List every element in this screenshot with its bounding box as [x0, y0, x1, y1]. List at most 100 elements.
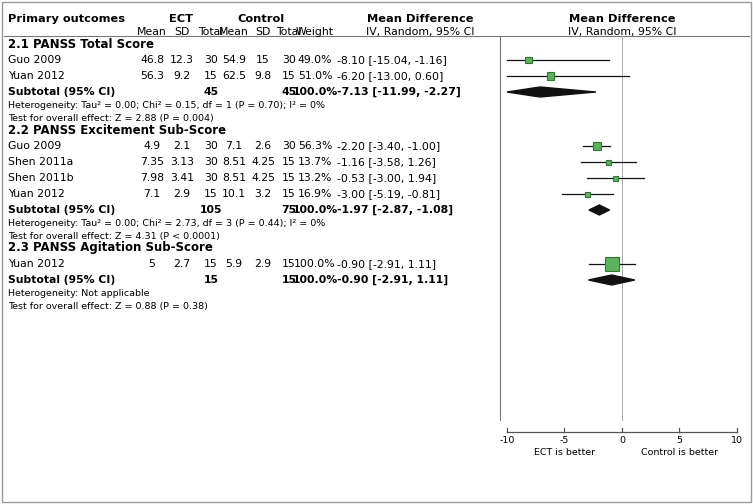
Text: 100.0%: 100.0%: [292, 205, 337, 215]
Text: 5.9: 5.9: [225, 259, 242, 269]
Text: 4.25: 4.25: [251, 157, 275, 167]
Text: 9.8: 9.8: [255, 71, 272, 81]
Text: Heterogeneity: Tau² = 0.00; Chi² = 0.15, df = 1 (P = 0.70); I² = 0%: Heterogeneity: Tau² = 0.00; Chi² = 0.15,…: [8, 101, 325, 110]
Text: 15: 15: [203, 275, 218, 285]
Text: 7.35: 7.35: [140, 157, 164, 167]
Text: 2.7: 2.7: [173, 259, 191, 269]
Text: 7.98: 7.98: [140, 173, 164, 183]
Text: 0: 0: [619, 436, 625, 445]
Text: 15: 15: [282, 275, 297, 285]
Text: 2.2 PANSS Excitement Sub-Score: 2.2 PANSS Excitement Sub-Score: [8, 123, 226, 137]
Text: Yuan 2012: Yuan 2012: [8, 189, 65, 199]
Text: Test for overall effect: Z = 2.88 (P = 0.004): Test for overall effect: Z = 2.88 (P = 0…: [8, 113, 214, 122]
Bar: [547, 73, 554, 80]
Text: 15: 15: [282, 173, 296, 183]
Text: 5: 5: [148, 259, 155, 269]
Text: Mean: Mean: [137, 27, 167, 37]
Text: 2.1: 2.1: [173, 141, 191, 151]
Text: 15: 15: [282, 259, 296, 269]
Text: 7.1: 7.1: [225, 141, 242, 151]
Text: Subtotal (95% CI): Subtotal (95% CI): [8, 275, 115, 285]
Text: 12.3: 12.3: [170, 55, 194, 65]
Text: 2.9: 2.9: [255, 259, 272, 269]
Text: Mean Difference: Mean Difference: [569, 14, 675, 24]
Bar: [605, 257, 619, 271]
Text: 45: 45: [282, 87, 297, 97]
Text: -10: -10: [499, 436, 515, 445]
Text: SD: SD: [255, 27, 270, 37]
Text: 15: 15: [204, 189, 218, 199]
Text: 4.25: 4.25: [251, 173, 275, 183]
Text: -5: -5: [559, 436, 569, 445]
Text: -6.20 [-13.00, 0.60]: -6.20 [-13.00, 0.60]: [337, 71, 444, 81]
Bar: [606, 159, 611, 164]
Text: 13.2%: 13.2%: [298, 173, 332, 183]
Text: Shen 2011a: Shen 2011a: [8, 157, 73, 167]
Text: Guo 2009: Guo 2009: [8, 55, 61, 65]
Bar: [614, 175, 618, 180]
Text: Yuan 2012: Yuan 2012: [8, 71, 65, 81]
Text: -7.13 [-11.99, -2.27]: -7.13 [-11.99, -2.27]: [337, 87, 461, 97]
Text: 30: 30: [204, 141, 218, 151]
Text: 54.9: 54.9: [222, 55, 246, 65]
Polygon shape: [589, 205, 610, 215]
Text: Heterogeneity: Not applicable: Heterogeneity: Not applicable: [8, 289, 150, 298]
Text: 3.2: 3.2: [255, 189, 272, 199]
Text: 3.41: 3.41: [170, 173, 194, 183]
Text: 3.13: 3.13: [170, 157, 194, 167]
Text: 16.9%: 16.9%: [298, 189, 332, 199]
Text: 105: 105: [200, 205, 222, 215]
Text: Test for overall effect: Z = 0.88 (P = 0.38): Test for overall effect: Z = 0.88 (P = 0…: [8, 301, 208, 310]
Text: IV, Random, 95% CI: IV, Random, 95% CI: [366, 27, 474, 37]
Text: Primary outcomes: Primary outcomes: [8, 14, 125, 24]
Text: 100.0%: 100.0%: [292, 275, 337, 285]
Text: 30: 30: [204, 55, 218, 65]
Text: 56.3%: 56.3%: [298, 141, 332, 151]
Text: Subtotal (95% CI): Subtotal (95% CI): [8, 87, 115, 97]
Text: -1.97 [-2.87, -1.08]: -1.97 [-2.87, -1.08]: [337, 205, 453, 215]
Text: 10: 10: [731, 436, 743, 445]
Text: 15: 15: [204, 71, 218, 81]
Text: 46.8: 46.8: [140, 55, 164, 65]
Text: 2.9: 2.9: [173, 189, 191, 199]
Text: 51.0%: 51.0%: [297, 71, 332, 81]
Polygon shape: [589, 275, 635, 285]
Text: Heterogeneity: Tau² = 0.00; Chi² = 2.73, df = 3 (P = 0.44); I² = 0%: Heterogeneity: Tau² = 0.00; Chi² = 2.73,…: [8, 220, 325, 228]
Text: 7.1: 7.1: [143, 189, 160, 199]
Text: 45: 45: [203, 87, 218, 97]
Bar: [593, 142, 601, 150]
Text: SD: SD: [174, 27, 190, 37]
Text: 30: 30: [204, 173, 218, 183]
Text: 2.1 PANSS Total Score: 2.1 PANSS Total Score: [8, 37, 154, 50]
Text: Total: Total: [198, 27, 224, 37]
Text: 30: 30: [282, 141, 296, 151]
Text: 62.5: 62.5: [222, 71, 246, 81]
Text: 8.51: 8.51: [222, 173, 246, 183]
Text: 2.3 PANSS Agitation Sub-Score: 2.3 PANSS Agitation Sub-Score: [8, 241, 213, 255]
Text: -8.10 [-15.04, -1.16]: -8.10 [-15.04, -1.16]: [337, 55, 447, 65]
Text: 100.0%: 100.0%: [294, 259, 336, 269]
Text: Control is better: Control is better: [641, 448, 718, 457]
Polygon shape: [507, 87, 596, 97]
Text: Mean Difference: Mean Difference: [367, 14, 474, 24]
Text: -0.90 [-2.91, 1.11]: -0.90 [-2.91, 1.11]: [337, 275, 448, 285]
Text: 30: 30: [282, 55, 296, 65]
Text: 5: 5: [676, 436, 682, 445]
Text: IV, Random, 95% CI: IV, Random, 95% CI: [568, 27, 676, 37]
Text: 8.51: 8.51: [222, 157, 246, 167]
Text: -2.20 [-3.40, -1.00]: -2.20 [-3.40, -1.00]: [337, 141, 441, 151]
Text: 15: 15: [282, 157, 296, 167]
Text: Subtotal (95% CI): Subtotal (95% CI): [8, 205, 115, 215]
Text: -1.16 [-3.58, 1.26]: -1.16 [-3.58, 1.26]: [337, 157, 436, 167]
Text: Test for overall effect: Z = 4.31 (P < 0.0001): Test for overall effect: Z = 4.31 (P < 0…: [8, 231, 220, 240]
Text: 49.0%: 49.0%: [297, 55, 332, 65]
Text: 15: 15: [282, 71, 296, 81]
Text: ECT: ECT: [169, 14, 194, 24]
Text: Shen 2011b: Shen 2011b: [8, 173, 74, 183]
Text: 15: 15: [256, 55, 270, 65]
Text: 100.0%: 100.0%: [292, 87, 337, 97]
Text: 75: 75: [282, 205, 297, 215]
Bar: [526, 56, 532, 64]
Text: Mean: Mean: [219, 27, 249, 37]
Text: Control: Control: [238, 14, 285, 24]
